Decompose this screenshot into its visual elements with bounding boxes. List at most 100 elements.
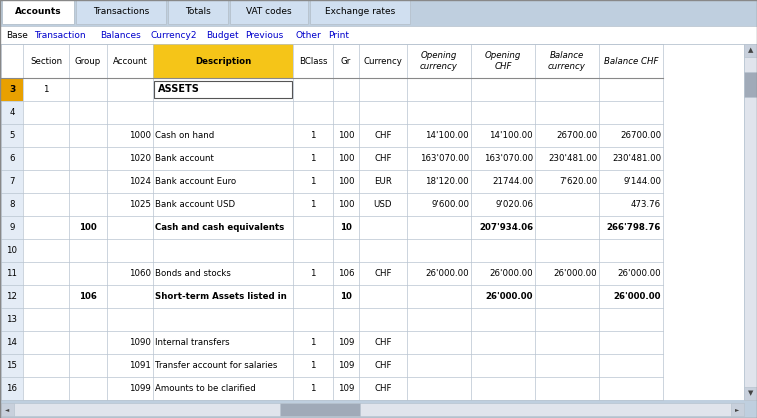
Bar (153, 44, 293, 78)
Text: 4: 4 (9, 108, 14, 117)
Bar (1, 216, 23, 239)
Text: 3: 3 (9, 85, 15, 94)
Text: ◄: ◄ (5, 407, 10, 412)
Bar (1, 285, 23, 308)
Bar (1, 403, 14, 416)
Text: Currency: Currency (363, 56, 403, 66)
Text: CHF: CHF (374, 338, 392, 347)
Text: Transaction: Transaction (34, 31, 86, 39)
Text: Print: Print (329, 31, 350, 39)
Text: 100: 100 (338, 200, 354, 209)
Bar (1, 403, 744, 416)
Text: 100: 100 (338, 154, 354, 163)
Text: 10: 10 (7, 246, 17, 255)
Text: USD: USD (374, 200, 392, 209)
Text: 100: 100 (338, 177, 354, 186)
Bar (1, 354, 23, 377)
Text: Cash on hand: Cash on hand (155, 131, 214, 140)
Text: CHF: CHF (374, 154, 392, 163)
Text: ▲: ▲ (748, 48, 753, 54)
Bar (168, 0, 228, 24)
Text: Balance CHF: Balance CHF (604, 56, 659, 66)
Text: VAT codes: VAT codes (246, 8, 291, 16)
Text: 1: 1 (310, 361, 316, 370)
Text: 1: 1 (310, 131, 316, 140)
Text: Section: Section (30, 56, 62, 66)
Text: 7: 7 (9, 177, 14, 186)
Text: Bank account USD: Bank account USD (155, 200, 235, 209)
Text: 11: 11 (7, 269, 17, 278)
Text: Opening
currency: Opening currency (420, 51, 458, 71)
Text: 1060: 1060 (129, 269, 151, 278)
Text: 230'481.00: 230'481.00 (548, 154, 597, 163)
Text: 14'100.00: 14'100.00 (489, 131, 533, 140)
Text: Previous: Previous (245, 31, 283, 39)
Bar (1, 78, 23, 101)
Text: 10: 10 (340, 292, 352, 301)
Text: 26'000.00: 26'000.00 (425, 269, 469, 278)
Text: Bank account: Bank account (155, 154, 214, 163)
Text: 1024: 1024 (129, 177, 151, 186)
Bar (1, 124, 23, 147)
Text: Account: Account (113, 56, 148, 66)
Text: ASSETS: ASSETS (158, 84, 200, 94)
Text: Amounts to be clarified: Amounts to be clarified (155, 384, 256, 393)
Bar (1, 147, 23, 170)
Text: 1091: 1091 (129, 361, 151, 370)
Text: 15: 15 (7, 361, 17, 370)
Text: Description: Description (195, 56, 251, 66)
Text: Currency2: Currency2 (151, 31, 197, 39)
Text: 163'070.00: 163'070.00 (484, 154, 533, 163)
Text: Group: Group (75, 56, 101, 66)
Text: ▼: ▼ (748, 390, 753, 397)
Text: 163'070.00: 163'070.00 (420, 154, 469, 163)
Text: 14: 14 (7, 338, 17, 347)
Bar (1, 170, 23, 193)
Text: 18'120.00: 18'120.00 (425, 177, 469, 186)
Text: 1000: 1000 (129, 131, 151, 140)
Text: 26700.00: 26700.00 (620, 131, 661, 140)
Text: Totals: Totals (185, 8, 211, 16)
Text: 100: 100 (79, 223, 97, 232)
Text: CHF: CHF (374, 361, 392, 370)
Text: 1090: 1090 (129, 338, 151, 347)
Bar (744, 44, 757, 57)
Text: Bonds and stocks: Bonds and stocks (155, 269, 231, 278)
Text: Internal transfers: Internal transfers (155, 338, 229, 347)
Text: 26'000.00: 26'000.00 (613, 292, 661, 301)
Text: 230'481.00: 230'481.00 (612, 154, 661, 163)
Text: Transactions: Transactions (93, 8, 149, 16)
Text: 1: 1 (43, 85, 48, 94)
Text: Exchange rates: Exchange rates (325, 8, 395, 16)
Text: 109: 109 (338, 384, 354, 393)
Text: 1: 1 (310, 177, 316, 186)
Text: Balance
currency: Balance currency (548, 51, 586, 71)
Bar (0, 26, 757, 44)
Text: 1099: 1099 (129, 384, 151, 393)
Bar (744, 387, 757, 400)
Text: 12: 12 (7, 292, 17, 301)
Bar (2, 0, 74, 24)
Bar (1, 262, 23, 285)
Bar (1, 44, 744, 400)
Text: 109: 109 (338, 338, 354, 347)
Text: 473.76: 473.76 (631, 200, 661, 209)
Text: CHF: CHF (374, 269, 392, 278)
Bar (1, 239, 23, 262)
Text: Cash and cash equivalents: Cash and cash equivalents (155, 223, 284, 232)
Text: 8: 8 (9, 200, 14, 209)
Bar (230, 0, 308, 24)
Text: 1025: 1025 (129, 200, 151, 209)
Text: 9'020.06: 9'020.06 (495, 200, 533, 209)
Text: 26'000.00: 26'000.00 (485, 292, 533, 301)
Bar (744, 44, 757, 400)
Text: 1020: 1020 (129, 154, 151, 163)
Bar (154, 81, 292, 99)
Text: Opening
CHF: Opening CHF (484, 51, 521, 71)
Text: 266'798.76: 266'798.76 (606, 223, 661, 232)
Text: Gr: Gr (341, 56, 351, 66)
Text: 1: 1 (310, 200, 316, 209)
Text: Other: Other (295, 31, 321, 39)
Text: 109: 109 (338, 361, 354, 370)
Text: 6: 6 (9, 154, 14, 163)
